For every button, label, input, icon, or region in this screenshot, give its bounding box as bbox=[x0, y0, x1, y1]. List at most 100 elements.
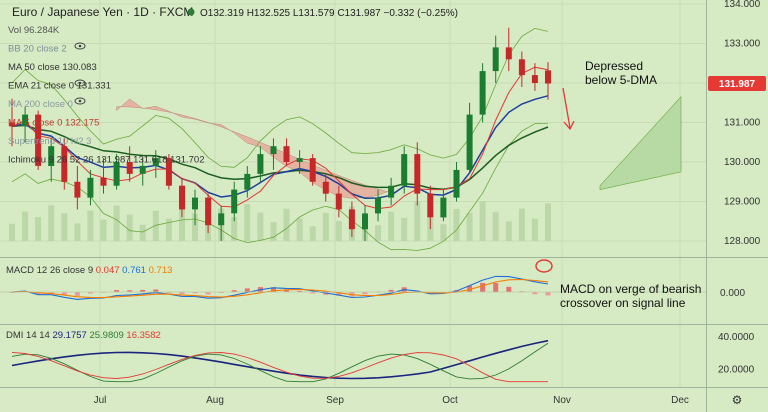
bollinger-lower-line bbox=[11, 123, 548, 251]
macd-histogram-bar bbox=[506, 286, 512, 292]
time-tick-label: Aug bbox=[206, 395, 224, 406]
visibility-eye-icon[interactable] bbox=[74, 97, 86, 105]
volume-bar bbox=[283, 208, 290, 241]
candle-body bbox=[375, 197, 381, 214]
candle-body bbox=[139, 165, 146, 174]
volume-bar bbox=[322, 212, 329, 241]
dmi-legend[interactable]: DMI 14 14 29.1757 25.9809 16.3582 bbox=[6, 330, 161, 341]
volume-bar bbox=[139, 224, 146, 241]
volume-bar bbox=[414, 201, 421, 241]
annotation-macd-line1: MACD on verge of bearish bbox=[560, 282, 701, 296]
volume-bar bbox=[309, 226, 316, 241]
macd-histogram-bar bbox=[467, 285, 473, 292]
price-tick-label: 130.000 bbox=[724, 157, 761, 168]
macd-histogram-bar bbox=[127, 290, 133, 292]
macd-histogram-bar bbox=[310, 292, 316, 294]
annotation-macd-line2: crossover on signal line bbox=[560, 296, 686, 310]
candle-body bbox=[165, 158, 172, 186]
axes: 134.000133.000132.000131.000130.000129.0… bbox=[94, 0, 766, 407]
dmi-tick-label: 20.0000 bbox=[718, 365, 755, 376]
macd-histogram-bar bbox=[114, 290, 120, 292]
volume-bar bbox=[479, 201, 486, 241]
candlesticks bbox=[9, 27, 551, 241]
volume-bar bbox=[531, 218, 538, 241]
gridlines bbox=[0, 0, 706, 387]
macd-tick-label: 0.000 bbox=[720, 288, 745, 299]
volume-bar bbox=[74, 223, 81, 241]
candle-body bbox=[126, 162, 133, 174]
macd-histogram-bar bbox=[179, 292, 185, 295]
candle-body bbox=[414, 154, 421, 194]
dmi-plot bbox=[11, 339, 549, 383]
indicator-legend-5[interactable]: MA 5 close 0 132.175 bbox=[8, 118, 99, 129]
candle-body bbox=[152, 158, 159, 166]
annotation-depressed-line1: Depressed bbox=[585, 59, 643, 73]
price-axis-area[interactable] bbox=[706, 0, 768, 412]
volume-bar bbox=[192, 213, 198, 241]
indicator-legend-3[interactable]: EMA 21 close 0 131.331 bbox=[8, 81, 111, 92]
candle-body bbox=[205, 197, 212, 226]
volume-bar bbox=[179, 204, 185, 241]
candle-body bbox=[61, 146, 68, 182]
plus-di-line bbox=[11, 342, 549, 383]
candle-body bbox=[113, 162, 120, 186]
price-tick-label: 133.000 bbox=[724, 39, 761, 50]
candle-body bbox=[322, 181, 329, 194]
indicator-legend-2[interactable]: MA 50 close 130.083 bbox=[8, 62, 97, 73]
volume-bar bbox=[492, 211, 499, 241]
dmi-pane[interactable] bbox=[0, 325, 706, 387]
volume-bar bbox=[152, 210, 159, 241]
indicator-legend-6[interactable]: Supertrend 10 hl2 3 bbox=[8, 136, 91, 147]
time-tick-label: Sep bbox=[326, 395, 344, 406]
macd-crossover-circle bbox=[535, 259, 553, 273]
symbol-title[interactable]: Euro / Japanese Yen · 1D · FXCM bbox=[12, 5, 193, 19]
volume-bar bbox=[257, 212, 264, 241]
volume-bar bbox=[296, 218, 303, 241]
indicator-legend-1[interactable]: BB 20 close 2 bbox=[8, 44, 67, 55]
candle-body bbox=[22, 114, 29, 127]
volume-bar bbox=[244, 204, 251, 241]
volume-bar bbox=[375, 225, 381, 241]
dmi-tick-label: 40.0000 bbox=[718, 332, 755, 343]
candle-body bbox=[296, 158, 303, 162]
adx-line bbox=[11, 339, 549, 380]
price-tick-label: 134.000 bbox=[724, 0, 761, 10]
macd-histogram-bar bbox=[61, 292, 67, 296]
indicator-legend-7[interactable]: Ichimoku 9 26 52 26 131.987 131.618 131.… bbox=[8, 155, 205, 166]
candle-body bbox=[257, 154, 264, 174]
candle-body bbox=[388, 185, 395, 198]
macd-histogram-bar bbox=[35, 292, 41, 295]
macd-histogram-bar bbox=[218, 292, 224, 293]
volume-bar bbox=[335, 221, 342, 241]
visibility-eye-icon[interactable] bbox=[74, 42, 86, 50]
macd-histogram-bar bbox=[271, 287, 276, 292]
time-tick-label: Jul bbox=[94, 395, 107, 406]
candle-body bbox=[35, 114, 42, 166]
ohlc-readout: O132.319 H132.525 L131.579 C131.987 −0.3… bbox=[200, 8, 458, 19]
candle-body bbox=[466, 114, 473, 170]
macd-histogram-bar bbox=[388, 289, 394, 292]
current-price-label: 131.987 bbox=[719, 79, 756, 90]
macd-legend[interactable]: MACD 12 26 close 9 0.047 0.761 0.713 bbox=[6, 265, 172, 276]
volume-bar bbox=[231, 217, 238, 241]
candle-body bbox=[100, 177, 107, 186]
candle-body bbox=[283, 146, 290, 162]
volume-bar bbox=[545, 203, 551, 241]
candle-body bbox=[270, 146, 277, 155]
volume-bar bbox=[87, 210, 94, 241]
candle-body bbox=[335, 193, 342, 210]
settings-gear-icon[interactable]: ⚙ bbox=[732, 393, 743, 407]
indicator-legend-0[interactable]: Vol 96.284K bbox=[8, 25, 60, 36]
volume-bar bbox=[440, 224, 447, 241]
volume-bar bbox=[113, 205, 120, 241]
macd-histogram-bar bbox=[493, 283, 499, 292]
market-status-dot bbox=[187, 8, 195, 16]
macd-histogram-bar bbox=[74, 292, 80, 297]
minus-di-line bbox=[11, 351, 548, 383]
candle-body bbox=[231, 189, 238, 214]
visibility-eye-icon[interactable] bbox=[74, 79, 86, 87]
macd-histogram-bar bbox=[545, 292, 551, 296]
indicator-legend-4[interactable]: MA 200 close 0 bbox=[8, 99, 73, 110]
candle-body bbox=[440, 197, 447, 218]
